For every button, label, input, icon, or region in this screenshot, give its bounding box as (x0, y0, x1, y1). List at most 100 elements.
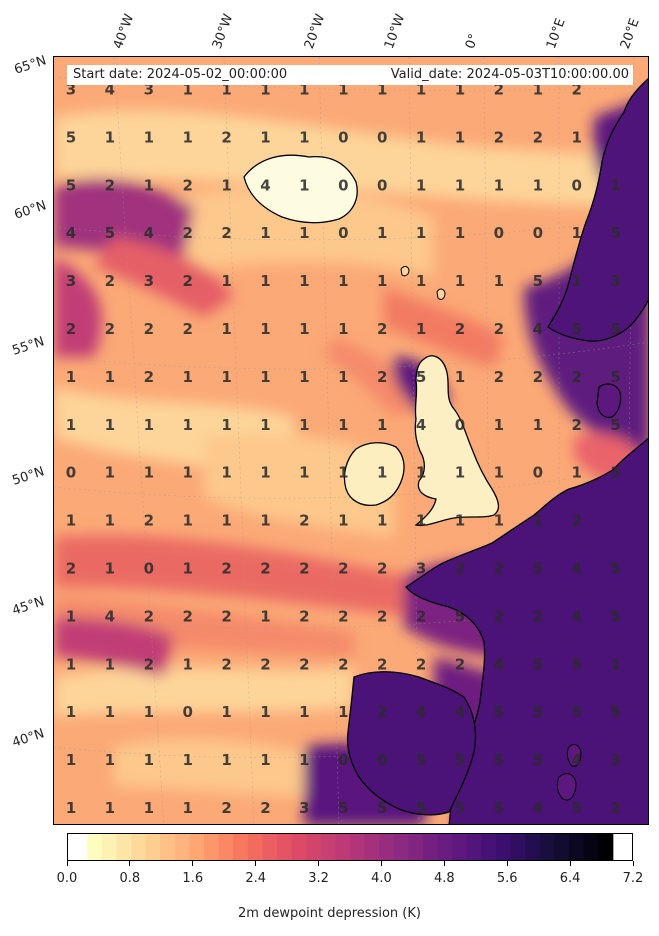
grid-value: 1 (377, 464, 387, 482)
iceland-coastline (243, 154, 358, 224)
colorbar-level (525, 834, 541, 860)
grid-value: 2 (455, 320, 465, 338)
grid-value: 2 (144, 607, 154, 625)
grid-value: 2 (338, 655, 348, 673)
grid-value: 1 (377, 416, 387, 434)
colorbar-tick-mark (318, 861, 320, 866)
grid-value: 2 (144, 320, 154, 338)
colorbar-level (466, 834, 482, 860)
colorbar-level (320, 834, 336, 860)
grid-value: 0 (377, 176, 387, 194)
grid-value: 2 (338, 607, 348, 625)
map-panel: 3 4 3 1 1 1 1 1 1 1 1 2 1 2 5 1 1 1 2 1 1 0 0 1 1 2 2 1 5 2 1 2 1 4 1 0 0 1 1 1… (53, 56, 649, 825)
grid-value: 2 (494, 560, 504, 578)
grid-value: 1 (494, 512, 504, 530)
colorbar-tick-label: 6.4 (559, 871, 581, 886)
grid-value: 1 (221, 81, 231, 99)
denmark-coastline (596, 383, 622, 418)
grid-value: 4 (533, 320, 543, 338)
grid-value: 1 (105, 464, 115, 482)
grid-value: 4 (494, 655, 504, 673)
colorbar-tick-label: 5.6 (496, 871, 518, 886)
colorbar-level (306, 834, 322, 860)
grid-value: 2 (144, 368, 154, 386)
colorbar-tick-label: 1.6 (182, 871, 204, 886)
grid-value: 1 (260, 224, 270, 242)
grid-value: 1 (105, 128, 115, 146)
colorbar-level (437, 834, 453, 860)
grid-value: 3 (144, 81, 154, 99)
grid-value: 5 (610, 560, 620, 578)
grid-value: 1 (66, 655, 76, 673)
grid-value: 1 (260, 703, 270, 721)
grid-value: 1 (455, 81, 465, 99)
grid-value: 0 (571, 176, 581, 194)
grid-value: 2 (494, 368, 504, 386)
grid-value: 5 (66, 128, 76, 146)
grid-value: 5 (455, 751, 465, 769)
grid-value: 2 (182, 607, 192, 625)
colorbar-level (393, 834, 409, 860)
grid-value: 1 (221, 751, 231, 769)
grid-value: 1 (144, 176, 154, 194)
colorbar-level (554, 834, 570, 860)
colorbar-level (277, 834, 293, 860)
grid-value: 1 (416, 128, 426, 146)
lon-label-10e: 10°E (543, 16, 569, 51)
grid-value: 5 (105, 224, 115, 242)
lat-label-40n: 40°N (10, 726, 47, 751)
grid-value: 4 (571, 607, 581, 625)
colorbar-level (204, 834, 220, 860)
grid-value: 2 (610, 799, 620, 817)
grid-value: 1 (221, 416, 231, 434)
grid-value: 1 (299, 128, 309, 146)
grid-value: 0 (338, 751, 348, 769)
grid-value: 4 (144, 224, 154, 242)
grid-value: 1 (533, 176, 543, 194)
grid-value: 0 (494, 224, 504, 242)
grid-value: 2 (66, 320, 76, 338)
grid-value: 2 (105, 176, 115, 194)
grid-value: 5 (610, 368, 620, 386)
grid-value: 1 (533, 416, 543, 434)
grid-value: 1 (299, 176, 309, 194)
colorbar-tick-label: 4.8 (433, 871, 455, 886)
grid-value: 1 (66, 607, 76, 625)
grid-value: 1 (455, 128, 465, 146)
grid-value: 4 (416, 703, 426, 721)
grid-value: 1 (260, 416, 270, 434)
grid-value: 5 (533, 560, 543, 578)
grid-value: 1 (221, 703, 231, 721)
grid-value: 1 (455, 272, 465, 290)
grid-value: 5 (494, 799, 504, 817)
colorbar-level (189, 834, 205, 860)
grid-value: 1 (144, 751, 154, 769)
lat-label-50n: 50°N (10, 464, 47, 489)
colorbar-level (510, 834, 526, 860)
grid-value: 1 (299, 224, 309, 242)
grid-value: 3 (610, 272, 620, 290)
grid-value: 1 (182, 751, 192, 769)
grid-value: 3 (610, 751, 620, 769)
grid-value: 5 (338, 799, 348, 817)
grid-value: 5 (571, 320, 581, 338)
grid-value: 1 (221, 368, 231, 386)
grid-value: 2 (66, 560, 76, 578)
grid-value: 1 (416, 464, 426, 482)
grid-value: 1 (299, 416, 309, 434)
colorbar-tick-mark (443, 861, 445, 866)
grid-value: 1 (105, 368, 115, 386)
grid-value: 1 (66, 512, 76, 530)
grid-value: 5 (610, 416, 620, 434)
grid-value: 1 (377, 81, 387, 99)
grid-value: 2 (260, 655, 270, 673)
grid-value: 1 (338, 272, 348, 290)
lon-label-30w: 30°W (209, 12, 237, 51)
grid-value: 2 (455, 560, 465, 578)
grid-value: 1 (416, 512, 426, 530)
grid-value: 1 (260, 464, 270, 482)
grid-value: 1 (338, 703, 348, 721)
grid-value: 2 (221, 128, 231, 146)
grid-value: 2 (221, 799, 231, 817)
colorbar-level (481, 834, 497, 860)
